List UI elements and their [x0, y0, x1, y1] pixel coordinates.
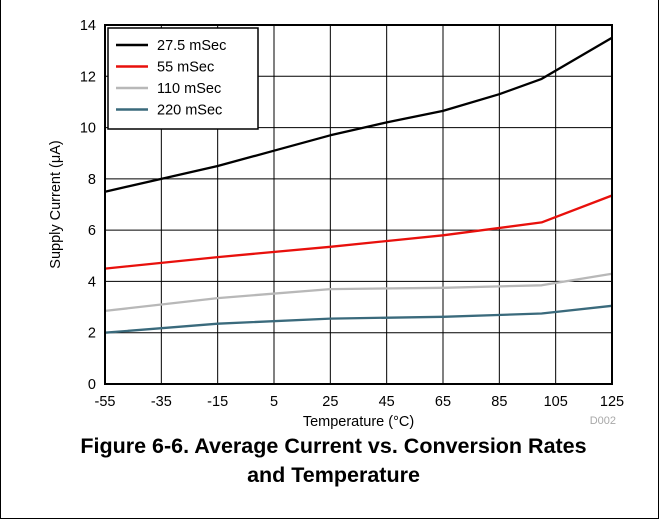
- y-tick-label: 14: [80, 18, 96, 34]
- legend-label-3: 110 mSec: [157, 81, 221, 97]
- figure-caption-line-1: Figure 6-6. Average Current vs. Conversi…: [80, 434, 587, 458]
- figure-caption-line-2: and Temperature: [247, 463, 420, 487]
- x-tick-label: -15: [207, 394, 228, 410]
- series-line-4: [104, 304, 613, 334]
- legend-label-4: 220 mSec: [157, 103, 222, 119]
- x-tick-label: -55: [95, 394, 116, 410]
- y-axis-label: Supply Current (μA): [48, 140, 64, 268]
- series-line-3: [104, 272, 613, 313]
- x-axis-label: Temperature (°C): [303, 414, 414, 430]
- x-tick-label: 45: [379, 394, 395, 410]
- x-tick-label: 85: [491, 394, 507, 410]
- series-line-2: [104, 194, 613, 270]
- x-tick-label: -35: [151, 394, 172, 410]
- x-tick-label: 5: [270, 394, 278, 410]
- x-tick-label: 125: [600, 394, 624, 410]
- x-tick-label: 105: [544, 394, 568, 410]
- y-tick-label: 0: [88, 377, 96, 393]
- y-tick-label: 8: [88, 172, 96, 188]
- x-tick-label: 65: [435, 394, 451, 410]
- x-tick-label: 25: [322, 394, 338, 410]
- line-chart: -55 -35 -15 5 25 45 65 85 105 125 0 2 4 6 8 10 12 14 Tempe…: [48, 18, 624, 430]
- legend-label-2: 55 mSec: [157, 60, 214, 76]
- series-line-1: [104, 36, 613, 193]
- y-tick-label: 6: [88, 223, 96, 239]
- figure-id-watermark: D002: [590, 415, 616, 427]
- y-tick-label: 4: [88, 274, 96, 290]
- legend-label-1: 27.5 mSec: [157, 38, 226, 54]
- plot-area-border: [104, 24, 613, 385]
- y-tick-label: 10: [80, 121, 96, 137]
- y-tick-label: 12: [80, 69, 96, 85]
- y-tick-label: 2: [88, 326, 96, 342]
